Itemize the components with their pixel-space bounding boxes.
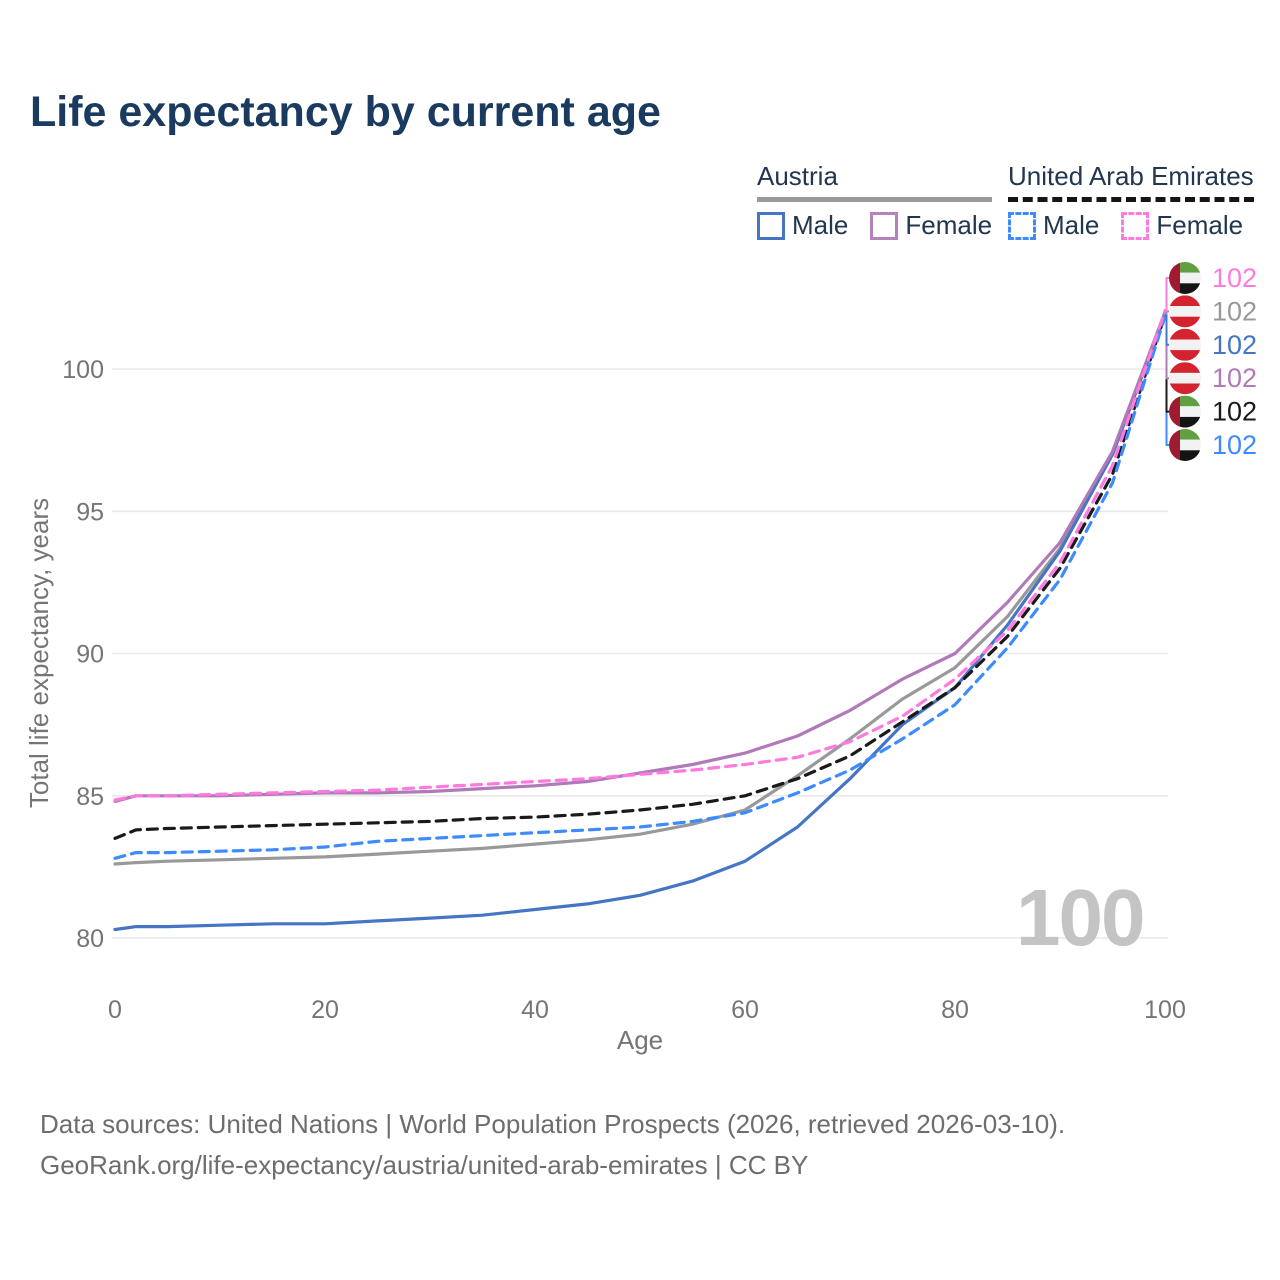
y-axis-label: Total life expectancy, years [24,498,54,808]
flag-icon-austria [1169,328,1201,361]
legend-uae-underline [1008,197,1254,202]
x-tick-60: 60 [731,996,759,1024]
y-tick-100: 100 [62,356,104,384]
flag-icon-austria [1169,362,1201,395]
legend-austria-items: Male Female [757,210,992,241]
footer-sources: Data sources: United Nations | World Pop… [40,1109,1066,1139]
x-tick-0: 0 [108,996,122,1024]
legend-austria-female-label: Female [905,210,993,240]
end-value-label-uae-total: 102 [1212,397,1257,427]
legend-uae-female-label: Female [1156,210,1244,240]
series-line-uae-female[interactable] [113,309,1167,802]
uae-female-swatch-icon [1121,211,1150,240]
y-tick-85: 85 [76,783,104,811]
legend-uae-items: Male Female [1008,210,1254,241]
legend-group-austria: Austria Male Female [757,161,993,241]
flag-icon-austria [1169,295,1201,328]
legend-item-austria-female[interactable]: Female [870,210,992,241]
legend-group-uae: United Arab Emirates Male Female [1008,161,1254,241]
x-axis-label: Age [617,1025,663,1055]
end-value-label-uae-female: 102 [1212,263,1257,293]
x-tick-40: 40 [521,996,549,1024]
series-line-austria-total[interactable] [113,311,1167,866]
watermark: 100 [1016,873,1145,962]
flag-icon-uae [1169,395,1201,428]
flag-icon-uae [1169,262,1201,294]
x-tick-100: 100 [1144,996,1186,1024]
series-line-uae-male[interactable] [113,314,1167,860]
footer-attribution: GeoRank.org/life-expectancy/austria/unit… [40,1150,809,1180]
end-connector-austria-male [1165,313,1169,346]
series-line-austria-female[interactable] [113,310,1167,803]
page-title: Life expectancy by current age [30,88,661,136]
legend-austria-label: Austria [757,161,838,191]
y-tick-90: 90 [76,641,104,669]
uae-male-swatch-icon [1008,211,1036,240]
series-line-uae-total[interactable] [113,313,1167,840]
legend-item-uae-female[interactable]: Female [1121,210,1243,241]
austria-female-swatch-icon [870,211,899,240]
y-tick-80: 80 [76,925,104,953]
end-connector-austria-total [1165,310,1169,315]
legend-item-uae-male[interactable]: Male [1008,210,1099,241]
flag-icon-uae [1169,429,1201,461]
austria-male-swatch-icon [757,211,785,240]
legend-austria-underline [757,197,993,202]
legend-item-austria-male[interactable]: Male [757,210,848,241]
end-value-label-uae-male: 102 [1212,430,1257,460]
legend-uae-male-label: Male [1043,210,1100,240]
x-tick-20: 20 [311,996,339,1024]
end-value-label-austria-total: 102 [1212,296,1257,326]
end-value-label-austria-female: 102 [1212,363,1257,393]
legend-uae-label: United Arab Emirates [1008,161,1254,191]
y-tick-95: 95 [76,498,104,526]
x-tick-80: 80 [941,996,969,1024]
footer: Data sources: United Nations | World Pop… [40,1104,1065,1186]
end-value-label-austria-male: 102 [1212,330,1257,360]
legend-austria-male-label: Male [792,210,849,240]
series-line-austria-male[interactable] [113,313,1167,932]
end-connector-uae-female [1165,277,1169,312]
